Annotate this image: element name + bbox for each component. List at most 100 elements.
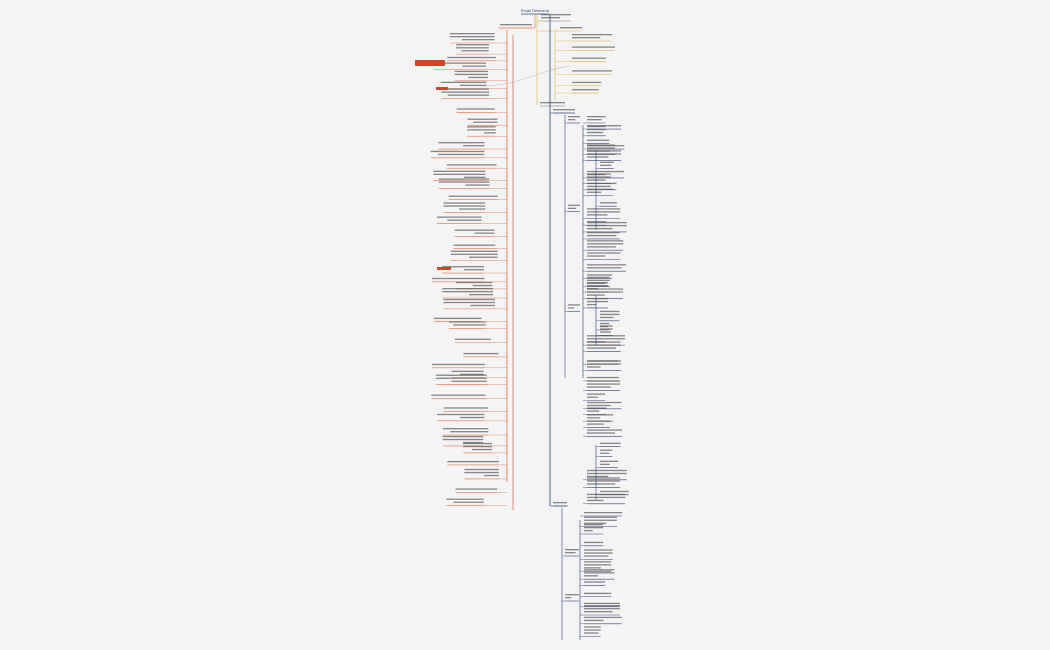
node-text bbox=[587, 227, 613, 230]
node-text bbox=[438, 181, 490, 183]
node-text bbox=[447, 94, 490, 96]
node-text bbox=[587, 380, 621, 382]
node-text bbox=[454, 73, 489, 76]
node-text bbox=[587, 279, 610, 281]
node-text bbox=[587, 221, 607, 223]
node-text bbox=[584, 616, 622, 619]
root-title: Email Research bbox=[521, 8, 549, 13]
node-text bbox=[568, 204, 580, 207]
node-text bbox=[587, 344, 621, 346]
node-text bbox=[587, 173, 611, 175]
node-text bbox=[587, 282, 609, 284]
node-text bbox=[454, 338, 491, 340]
node-text bbox=[587, 363, 621, 365]
node-text bbox=[584, 541, 604, 544]
node-text bbox=[456, 108, 495, 110]
node-text bbox=[462, 441, 484, 444]
node-text bbox=[442, 438, 484, 441]
node-text bbox=[587, 480, 620, 482]
node-text bbox=[587, 214, 608, 216]
node-text bbox=[456, 47, 489, 49]
node-text bbox=[553, 109, 575, 111]
node-text bbox=[600, 449, 613, 451]
node-text bbox=[430, 150, 485, 153]
node-text bbox=[587, 285, 609, 287]
node-text bbox=[584, 632, 599, 634]
node-text bbox=[553, 502, 567, 504]
node-text bbox=[435, 377, 487, 379]
node-text bbox=[587, 338, 626, 340]
node-text bbox=[474, 232, 495, 234]
node-text bbox=[600, 325, 613, 327]
node-text bbox=[451, 380, 487, 382]
node-text bbox=[587, 393, 606, 395]
node-text bbox=[587, 125, 606, 128]
node-text bbox=[584, 592, 612, 595]
node-text bbox=[572, 37, 601, 39]
node-text bbox=[587, 240, 624, 242]
node-text bbox=[587, 420, 611, 422]
node-text bbox=[541, 17, 561, 19]
node-text bbox=[587, 294, 605, 296]
node-text bbox=[587, 221, 627, 224]
node-text bbox=[587, 472, 627, 475]
node-text bbox=[584, 516, 617, 518]
highlight-tag bbox=[436, 87, 448, 90]
node-text bbox=[600, 313, 620, 316]
node-text bbox=[587, 170, 624, 173]
node-text bbox=[584, 575, 598, 577]
node-text bbox=[453, 324, 486, 326]
node-text bbox=[447, 460, 500, 463]
node-text bbox=[587, 252, 621, 254]
node-text bbox=[584, 527, 604, 529]
node-text bbox=[600, 161, 614, 163]
node-text bbox=[587, 335, 626, 337]
node-text bbox=[464, 269, 484, 271]
node-text bbox=[463, 145, 485, 147]
node-text bbox=[469, 293, 494, 296]
node-text bbox=[587, 179, 606, 181]
node-text bbox=[587, 341, 621, 343]
node-text bbox=[587, 264, 627, 266]
node-text bbox=[587, 274, 613, 276]
node-text bbox=[600, 331, 611, 333]
node-text bbox=[587, 414, 614, 416]
node-text bbox=[584, 602, 620, 605]
node-text bbox=[587, 153, 622, 155]
node-text bbox=[437, 153, 485, 156]
node-text bbox=[462, 65, 486, 67]
node-text bbox=[600, 202, 617, 204]
node-text bbox=[437, 413, 485, 416]
node-text bbox=[468, 76, 489, 79]
node-text bbox=[587, 496, 626, 499]
node-text bbox=[587, 176, 611, 178]
node-text bbox=[465, 184, 490, 186]
node-text bbox=[442, 428, 489, 430]
node-text bbox=[438, 178, 490, 180]
node-text bbox=[584, 522, 607, 524]
node-text bbox=[584, 569, 615, 571]
node-text bbox=[450, 431, 489, 433]
node-text bbox=[572, 89, 599, 91]
node-text bbox=[453, 501, 484, 503]
node-text bbox=[483, 474, 499, 477]
node-text bbox=[442, 435, 484, 438]
node-text bbox=[587, 417, 601, 419]
node-text bbox=[587, 191, 602, 193]
node-text bbox=[560, 27, 582, 29]
node-text bbox=[584, 524, 604, 526]
node-text bbox=[565, 549, 579, 551]
node-text bbox=[459, 416, 485, 419]
node-text bbox=[433, 170, 486, 172]
node-text bbox=[584, 564, 612, 566]
node-text bbox=[565, 594, 579, 596]
node-text bbox=[587, 116, 606, 118]
node-text bbox=[587, 246, 616, 248]
node-text bbox=[467, 118, 498, 120]
node-text bbox=[587, 477, 620, 479]
node-text bbox=[587, 291, 623, 293]
node-text bbox=[587, 499, 604, 502]
